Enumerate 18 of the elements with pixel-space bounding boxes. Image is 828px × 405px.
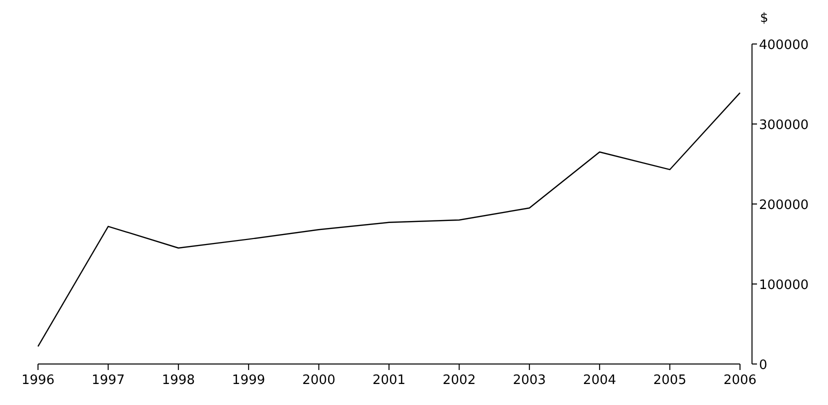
x-tick-label: 1996 — [21, 373, 55, 388]
y-tick-label: 300000 — [759, 118, 809, 133]
y-tick-label: 100000 — [759, 278, 809, 293]
x-tick-label: 2000 — [302, 373, 336, 388]
x-tick-label: 2002 — [442, 373, 476, 388]
x-tick-label: 1999 — [232, 373, 266, 388]
y-tick-label: 200000 — [759, 198, 809, 213]
y-tick-label: 0 — [759, 358, 768, 373]
y-axis-title: $ — [760, 11, 768, 26]
line-series — [37, 92, 741, 347]
x-tick-label: 1998 — [162, 373, 195, 388]
x-tick-label: 2005 — [653, 373, 686, 388]
x-tick-label: 2004 — [583, 373, 616, 388]
x-tick-label: 1997 — [92, 373, 125, 388]
x-tick-label: 2006 — [723, 373, 757, 388]
x-tick-label: 2003 — [512, 373, 546, 388]
y-tick-label: 400000 — [759, 38, 809, 53]
x-tick-label: 2001 — [372, 373, 406, 388]
